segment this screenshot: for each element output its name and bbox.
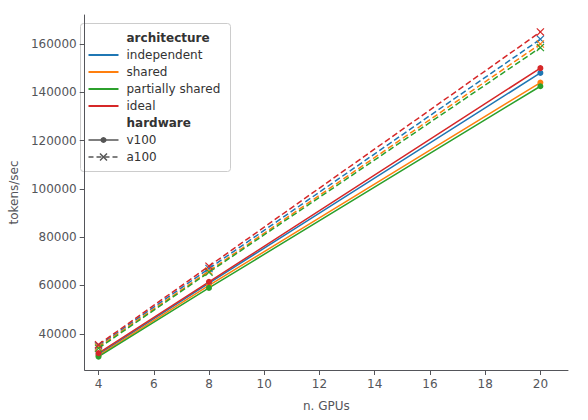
svg-text:18: 18 <box>478 377 493 391</box>
svg-text:tokens/sec: tokens/sec <box>7 160 21 224</box>
svg-text:20: 20 <box>533 377 548 391</box>
svg-text:14: 14 <box>367 377 382 391</box>
svg-text:hardware: hardware <box>127 116 191 130</box>
svg-text:40000: 40000 <box>39 327 77 341</box>
svg-text:4: 4 <box>95 377 103 391</box>
svg-text:12: 12 <box>312 377 327 391</box>
svg-text:a100: a100 <box>127 150 157 164</box>
svg-text:80000: 80000 <box>39 230 77 244</box>
svg-text:8: 8 <box>205 377 213 391</box>
svg-text:100000: 100000 <box>31 182 77 196</box>
svg-text:v100: v100 <box>127 133 157 147</box>
svg-text:60000: 60000 <box>39 278 77 292</box>
svg-text:ideal: ideal <box>127 99 156 113</box>
svg-text:10: 10 <box>257 377 272 391</box>
svg-text:160000: 160000 <box>31 37 77 51</box>
svg-text:shared: shared <box>127 65 168 79</box>
svg-text:architecture: architecture <box>127 31 210 45</box>
svg-text:140000: 140000 <box>31 85 77 99</box>
svg-text:partially shared: partially shared <box>127 82 221 96</box>
svg-text:16: 16 <box>422 377 437 391</box>
svg-text:6: 6 <box>150 377 158 391</box>
svg-text:n. GPUs: n. GPUs <box>303 399 350 413</box>
svg-text:independent: independent <box>127 48 203 62</box>
svg-text:120000: 120000 <box>31 134 77 148</box>
